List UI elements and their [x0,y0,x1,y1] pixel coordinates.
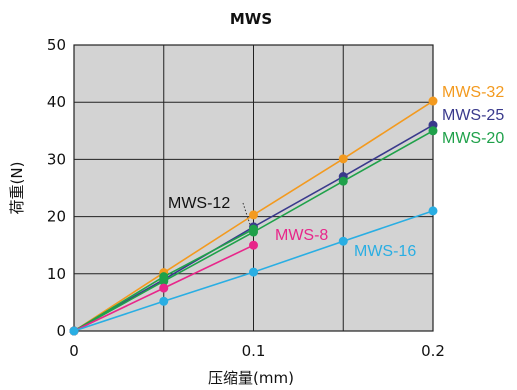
series-label-mws-8: MWS-8 [275,227,328,244]
data-point [428,206,438,216]
data-point [159,283,169,293]
data-point [338,154,348,164]
series-label-mws-12: MWS-12 [168,195,230,212]
series-label-mws-16: MWS-16 [354,243,416,260]
y-axis-label: 荷重(N) [8,162,26,215]
series-label-mws-32: MWS-32 [442,84,504,101]
x-axis-label: 压缩量(mm) [208,369,294,387]
data-point [249,210,258,220]
data-point [159,272,169,282]
y-tick-label: 0 [56,322,66,340]
series-label-mws-25: MWS-25 [442,107,504,124]
mws-12-leader [242,202,251,227]
y-tick-label: 30 [47,150,66,168]
data-point [428,126,438,136]
y-tick-label: 20 [47,208,66,226]
axes: 0 10 20 30 40 50 0 0.1 0.2 [47,36,445,360]
data-point [249,224,258,234]
series-layer [69,96,438,336]
series-label-mws-20: MWS-20 [442,130,504,147]
y-tick-label: 40 [47,93,66,111]
chart-title: MWS [230,10,272,28]
plot-border [73,44,434,332]
labels-layer: MWS-32 MWS-25 MWS-20 MWS-12 MWS-8 MWS-16 [168,84,504,260]
data-point [428,96,438,106]
y-tick-label: 10 [47,265,66,283]
data-point [338,176,348,186]
y-tick-label: 50 [47,36,66,54]
data-point [338,236,348,246]
x-tick-label: 0 [69,342,79,360]
data-point [159,296,169,306]
x-tick-label: 0.1 [242,342,266,360]
x-tick-label: 0.2 [421,342,445,360]
data-point [249,240,258,250]
data-point [249,267,258,277]
data-point [69,326,79,336]
